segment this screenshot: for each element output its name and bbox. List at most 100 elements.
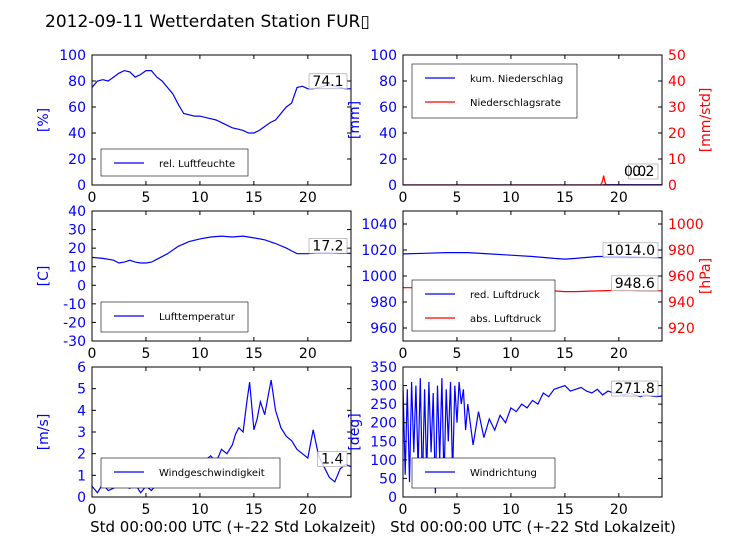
value-box: [308, 238, 348, 254]
y-tick-label-right: 50: [668, 48, 686, 64]
current-value-label: 1.4: [321, 452, 343, 468]
panel-6: 0 5 10 15 20050100150200250300350[deg]271.8W…: [347, 360, 663, 518]
value-box: [308, 73, 348, 90]
y-tick-label: 200: [370, 416, 397, 432]
value-box: [628, 163, 659, 180]
value-box: [602, 242, 659, 259]
current-value-label-right: 948.6: [615, 276, 655, 292]
panel-3: 0 5 10 15 20 -30 -20 -10 0 10 20 30 40 [C] 17.2 Lufttem…: [36, 204, 352, 362]
y-tick-label: 80: [379, 74, 397, 90]
value-box: [611, 380, 659, 397]
x-tick-label: 5: [141, 346, 150, 362]
y-tick-label-right: 40: [668, 74, 686, 90]
series-line-rel-luftfeuchte: [92, 69, 351, 134]
y-tick-label: 80: [68, 74, 86, 90]
y-tick-label-right: 20: [668, 126, 686, 142]
y-tick-label: 60: [68, 100, 86, 116]
y-tick-label: 350: [370, 360, 397, 376]
y-tick-label: 20: [68, 152, 86, 168]
y-tick-label: 1040: [361, 217, 397, 233]
x-tick-label: 10: [191, 346, 209, 362]
y-tick-label: 150: [370, 434, 397, 450]
y-axis-label-right: [hPa]: [698, 258, 714, 294]
legend-label: Windgeschwindigkeit: [159, 468, 265, 479]
y-tick-label: 980: [370, 295, 397, 311]
current-value-label: 1014.0: [606, 243, 655, 259]
legend-label: Lufttemperatur: [159, 312, 236, 323]
y-tick-label: 0: [388, 490, 397, 506]
x-tick-label: 20: [299, 190, 317, 206]
y-axis-label: [C]: [36, 266, 52, 287]
x-tick-label: 5: [452, 346, 461, 362]
series-line-windgeschwindigkeit: [92, 379, 351, 494]
y-tick-label: 1000: [361, 269, 397, 285]
x-tick-label: 0: [399, 502, 408, 518]
y-tick-label: 4: [77, 403, 86, 419]
legend: Windgeschwindigkeit: [100, 457, 281, 489]
y-tick-label: 0: [77, 278, 86, 294]
legend-frame: [100, 457, 281, 489]
y-tick-label-right: 30: [668, 100, 686, 116]
y-tick-label-right: 920: [668, 321, 695, 337]
panel-1: 0 5 10 15 20 0 20 40 60 80 100 [%] 74.1 rel. Luftfeuc…: [36, 48, 352, 206]
y-tick-label-right: 10: [668, 152, 686, 168]
x-tick-label: 5: [141, 502, 150, 518]
x-tick-label: 15: [556, 190, 574, 206]
x-tick-label: 15: [556, 502, 574, 518]
legend-frame: [411, 457, 556, 489]
plot-frame: [91, 54, 352, 186]
y-axis-label: [m/s]: [36, 414, 52, 451]
legend-label: red. Luftdruck: [470, 290, 540, 301]
y-tick-label: 0: [388, 178, 397, 194]
series-line-lufttemperatur: [92, 235, 351, 264]
legend-label: kum. Niederschlag: [470, 74, 563, 85]
x-tick-label: 5: [452, 502, 461, 518]
y-tick-label: 0: [77, 490, 86, 506]
y-tick-label: 6: [77, 360, 86, 376]
y-axis-label: [mm]: [347, 101, 363, 139]
y-tick-label-right: 960: [668, 269, 695, 285]
y-tick-label: 50: [379, 471, 397, 487]
legend: red. Luftdruck abs. Luftdruck: [411, 279, 556, 332]
current-value-label: 74.1: [312, 74, 343, 90]
x-tick-label: 15: [556, 346, 574, 362]
legend: Lufttemperatur: [100, 301, 249, 333]
current-value-label: 0.2: [632, 164, 654, 180]
value-box-right: [611, 275, 659, 292]
y-tick-label: 40: [68, 204, 86, 220]
x-tick-label: 0: [88, 502, 97, 518]
x-tick-label: 10: [191, 502, 209, 518]
y-tick-label: 10: [68, 260, 86, 276]
x-tick-label: 20: [610, 190, 628, 206]
legend: kum. Niederschlag Niederschlagsrate: [411, 63, 578, 119]
value-box: [317, 451, 348, 467]
x-tick-label: 10: [191, 190, 209, 206]
x-tick-label: 20: [299, 502, 317, 518]
y-axis-label: [deg]: [347, 413, 363, 450]
y-axis-label: [%]: [36, 108, 52, 132]
y-tick-label-right: 940: [668, 295, 695, 311]
x-tick-label: 15: [245, 346, 263, 362]
y-tick-label: 40: [68, 126, 86, 142]
x-tick-label: 20: [610, 502, 628, 518]
y-tick-label: 30: [68, 223, 86, 239]
x-tick-label: 5: [141, 190, 150, 206]
x-tick-label: 15: [245, 190, 263, 206]
x-tick-label: 20: [299, 346, 317, 362]
x-tick-label: 15: [245, 502, 263, 518]
x-tick-label: 5: [452, 190, 461, 206]
y-tick-label: 3: [77, 425, 86, 441]
legend-label: Windrichtung: [470, 468, 537, 479]
y-tick-label: 2: [77, 447, 86, 463]
panel-5: 0 5 10 15 20 0 1 2 3 4 5 6 [m/s] 1.4 Windgeschwindigke…: [36, 360, 352, 518]
x-tick-label: 10: [502, 502, 520, 518]
plot-frame: [402, 366, 663, 498]
y-tick-label: 5: [77, 382, 86, 398]
legend-frame: [100, 301, 249, 333]
legend-frame: [100, 148, 249, 177]
legend-frame: [411, 63, 578, 119]
panel-4: 0 5 10 15 20 960 980 1000 1020 1040 920 940 960 980 10…: [361, 210, 714, 362]
current-value-label: 17.2: [312, 238, 343, 254]
